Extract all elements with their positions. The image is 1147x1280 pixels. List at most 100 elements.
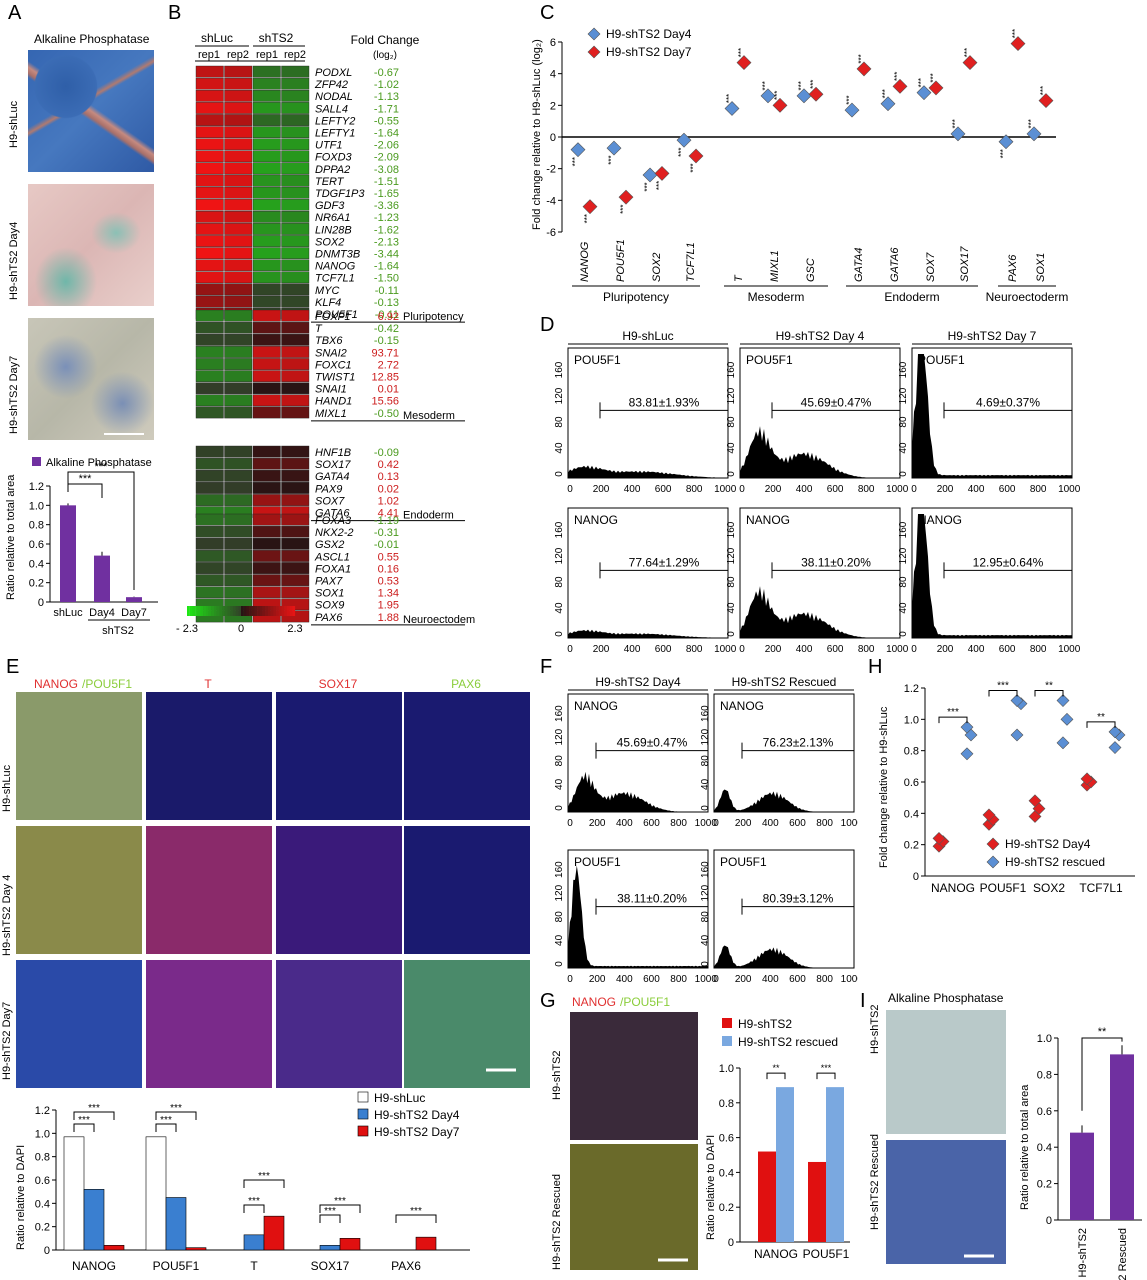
g-legend-label: H9-shTS2 rescued	[738, 1035, 838, 1049]
colorbar-segment	[276, 606, 279, 616]
stain-image	[276, 826, 402, 954]
point-day4-SOX17	[950, 126, 966, 142]
heatmap-cell	[195, 406, 224, 419]
stain-label-nanog: NANOG	[34, 677, 78, 691]
f-hist-ytick: 40	[554, 934, 565, 946]
point-day4-SOX7	[916, 85, 932, 101]
h-y-tick-label: 0.8	[904, 746, 919, 758]
colorbar-segment	[278, 606, 282, 616]
heatmap-cell	[224, 346, 253, 358]
h-x-label: POU5F1	[980, 881, 1027, 895]
d-hist-ytick: 160	[554, 361, 565, 378]
heatmap-cell	[195, 457, 224, 470]
bar-POU5F1	[826, 1087, 844, 1242]
panel-i-figure: Alkaline Phosphatase H9-shTS2 H9-shTS2 Res…	[869, 991, 1142, 1280]
sig-label: ***	[1039, 86, 1048, 95]
point-SOX2	[1060, 712, 1074, 726]
d-hist-frame	[567, 347, 729, 479]
sig-bracket	[243, 1179, 285, 1188]
colorbar-segment	[262, 606, 266, 616]
f-hist-ytick: 40	[700, 778, 711, 790]
heatmap-cell	[252, 259, 281, 272]
i-y-tick-label: 0.4	[1037, 1142, 1052, 1154]
gene-label: ASCL1	[314, 551, 350, 563]
d-hist-xtick: 600	[655, 644, 672, 653]
heatmap-cell	[224, 186, 253, 199]
c-y-tick-label: 4	[550, 69, 556, 81]
d-hist-histogram	[740, 426, 900, 478]
d-hist-ytick: 160	[726, 521, 737, 538]
heatmap-cell	[281, 610, 310, 623]
f-hist-label: POU5F1	[574, 855, 621, 869]
e-legend-label: H9-shTS2 Day4	[374, 1108, 460, 1122]
heatmap-cell	[281, 223, 310, 235]
fold-change-value: -2.06	[374, 140, 399, 152]
heatmap-cell	[281, 494, 310, 506]
heatmap-cell	[281, 482, 310, 494]
f-hist-xtick: 800	[816, 974, 833, 985]
panel-label-c: C	[540, 2, 555, 24]
heatmap-cell	[224, 562, 253, 574]
heatmap-cell	[224, 470, 253, 482]
i-y-tick-label: 0.6	[1037, 1106, 1052, 1118]
colorbar-segment	[192, 606, 196, 616]
heatmap-cell	[224, 574, 253, 587]
heatmap-cell	[252, 138, 281, 151]
heatmap-cell	[281, 382, 310, 395]
heatmap-cell	[281, 114, 310, 126]
gene-label: T	[733, 274, 745, 282]
e-ylabel: Ratio relative to DAPI	[15, 1145, 27, 1250]
fold-change-value: -1.51	[374, 176, 399, 188]
fold-change-value: -1.19	[374, 515, 399, 527]
h-y-tick-label: 1.2	[904, 683, 919, 695]
heatmap-cell	[224, 126, 253, 139]
panel-label-b: B	[168, 2, 182, 24]
point-SOX2	[1056, 736, 1070, 750]
f-hist-xtick: 1000	[695, 818, 718, 829]
sig-label: ***	[809, 80, 818, 89]
f-hist-xtick: 200	[589, 974, 606, 985]
point-day7-GSC	[808, 86, 824, 102]
gene-label: KLF4	[315, 297, 341, 309]
fold-change-value: -2.13	[374, 236, 399, 248]
heatmap-cell	[252, 562, 281, 574]
panel-label-h: H	[868, 656, 883, 678]
e-x-label: PAX6	[391, 1259, 421, 1273]
x-label: shLuc	[53, 607, 83, 619]
g-x-label: NANOG	[754, 1247, 798, 1261]
sig-bracket	[73, 1123, 95, 1132]
row-label-day4: H9-shTS2 Day4	[8, 221, 20, 300]
heatmap-cell	[195, 138, 224, 151]
heatmap-cell	[281, 138, 310, 151]
point-day7-NANOG	[582, 199, 598, 215]
panel-a-title: Alkaline Phosphatase	[34, 32, 150, 46]
h-y-tick-label: 0	[913, 871, 919, 883]
d-hist-ytick: 0	[726, 471, 737, 477]
f-hist-histogram	[568, 865, 708, 968]
point-day4-T	[724, 101, 740, 116]
e-y-tick-label: 0	[44, 1245, 50, 1257]
g-row-label: H9-shTS2	[551, 1050, 563, 1100]
heatmap-cell	[195, 358, 224, 370]
e-y-tick-label: 0.6	[35, 1175, 50, 1187]
bar-SOX17	[319, 1245, 341, 1251]
colorbar-segment	[222, 606, 225, 616]
stain-label-pou5f1: /POU5F1	[620, 995, 670, 1009]
sig-label: ***	[881, 89, 890, 98]
colorbar-segment	[187, 606, 190, 616]
d-hist-ytick: 160	[898, 361, 909, 378]
point-day7-SOX1	[1038, 93, 1054, 109]
heatmap-cell	[252, 525, 281, 538]
sig-label: ***	[410, 1206, 422, 1217]
fold-change-value: -1.13	[374, 91, 399, 103]
d-hist-ytick: 40	[898, 442, 909, 454]
sig-label: ***	[997, 681, 1009, 692]
g-image-shts2	[570, 1012, 698, 1140]
f-hist-xtick: 400	[762, 974, 779, 985]
d-hist-ytick: 120	[898, 387, 909, 404]
point-SOX2	[1056, 694, 1070, 707]
group-label: Pluripotency	[403, 311, 464, 323]
d-hist-xtick: 1000	[886, 484, 909, 495]
heatmap-cell	[195, 77, 224, 90]
gene-label: TDGF1P3	[315, 188, 365, 200]
